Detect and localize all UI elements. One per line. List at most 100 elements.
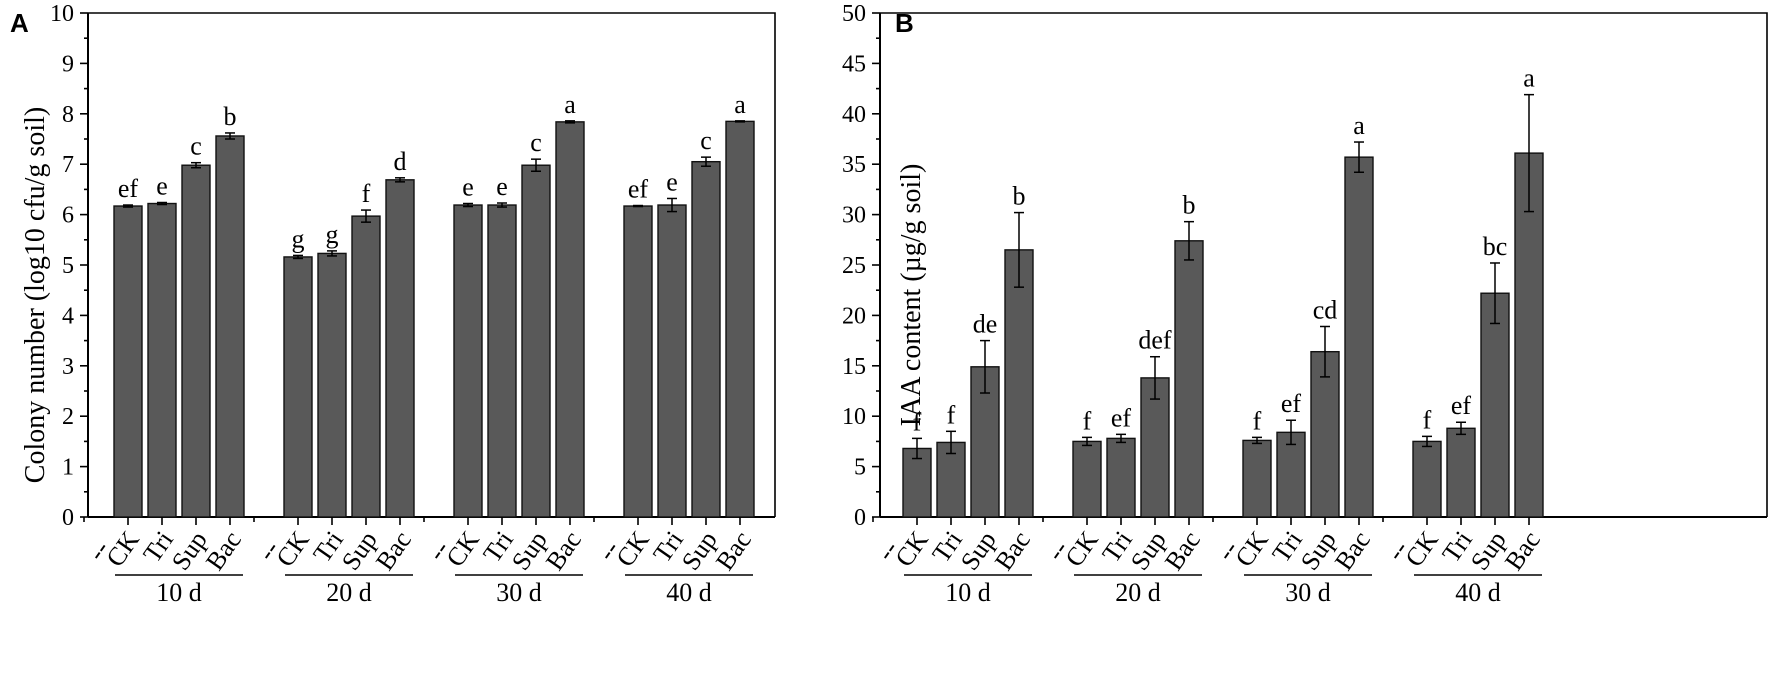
significance-letter: ef [1111, 403, 1132, 432]
bar [1412, 440, 1442, 518]
bar [1174, 240, 1204, 518]
group-label: 20 d [326, 578, 372, 607]
significance-letter: a [564, 90, 576, 119]
y-tick-label: 0 [854, 505, 866, 531]
bar [1242, 439, 1272, 518]
significance-letter: de [973, 310, 998, 339]
significance-letter: a [734, 90, 746, 119]
bar [691, 160, 721, 518]
y-tick-label: 5 [854, 455, 866, 481]
y-tick-label: 8 [62, 102, 74, 128]
bar [1480, 292, 1510, 518]
significance-letter: b [224, 102, 237, 131]
significance-letter: f [947, 400, 956, 429]
significance-letter: bc [1483, 232, 1508, 261]
significance-letter: def [1138, 326, 1172, 355]
significance-letter: c [530, 128, 542, 157]
category-label: Bac [370, 526, 417, 576]
y-tick-label: 25 [842, 253, 866, 279]
panel-b-letter: B [895, 8, 914, 38]
group-label: 10 d [156, 578, 202, 607]
bar [725, 120, 755, 518]
panel-b: B IAA content (µg/g soil) 0 5 10 15 20 25 30 35… [842, 1, 1768, 607]
y-tick-label: 7 [62, 152, 74, 178]
bar [521, 164, 551, 518]
significance-letter: ef [628, 175, 649, 204]
significance-letter: e [156, 172, 168, 201]
significance-letter: c [190, 132, 202, 161]
significance-letter: ef [1281, 389, 1302, 418]
y-tick-label: 3 [62, 354, 74, 380]
significance-letter: a [1523, 64, 1535, 93]
significance-letter: f [1083, 406, 1092, 435]
category-label: Bac [989, 526, 1036, 576]
panel-1-frame [880, 12, 1768, 517]
significance-letter: f [913, 407, 922, 436]
category-label: Bac [1329, 526, 1376, 576]
bar [657, 204, 687, 518]
group-label: 30 d [496, 578, 542, 607]
bar [453, 204, 483, 518]
significance-letter: e [462, 173, 474, 202]
significance-letter: b [1183, 191, 1196, 220]
significance-letter: a [1353, 111, 1365, 140]
y-tick-label: 20 [842, 303, 866, 329]
significance-letter: e [666, 167, 678, 196]
y-tick-label: 9 [62, 51, 74, 77]
significance-letter: cd [1313, 295, 1338, 324]
y-tick-label: 30 [842, 203, 866, 229]
panel-b-y-axis-title: IAA content (µg/g soil) [896, 164, 927, 427]
group-label: 20 d [1115, 578, 1161, 607]
panel-a: A Colony number (log10 cfu/g soil) 0 1 2 3 4… [10, 1, 776, 607]
y-tick-label: 50 [842, 1, 866, 27]
bar [351, 215, 381, 518]
y-tick-label: 5 [62, 253, 74, 279]
panel-a-letter: A [10, 8, 29, 38]
bar [215, 135, 245, 518]
y-tick-label: 4 [62, 303, 74, 329]
y-tick-label: 15 [842, 354, 866, 380]
significance-letter: ef [118, 174, 139, 203]
y-tick-label: 6 [62, 203, 74, 229]
group-label: 40 d [666, 578, 712, 607]
significance-letter: b [1013, 182, 1026, 211]
significance-letter: f [362, 179, 371, 208]
significance-letter: d [394, 147, 407, 176]
y-tick-label: 10 [50, 1, 74, 27]
category-label: Bac [1159, 526, 1206, 576]
bar [1344, 156, 1374, 518]
bar [1446, 427, 1476, 518]
y-tick-label: 2 [62, 404, 74, 430]
category-label: Bac [540, 526, 587, 576]
y-tick-label: 35 [842, 152, 866, 178]
bar [147, 202, 177, 518]
bar [1106, 437, 1136, 518]
category-label: Bac [1499, 526, 1546, 576]
bar [113, 205, 143, 518]
group-label: 10 d [945, 578, 991, 607]
bar [623, 205, 653, 518]
bar [1514, 152, 1544, 518]
panel-0-frame [88, 12, 776, 517]
panel-a-y-axis-title: Colony number (log10 cfu/g soil) [20, 107, 51, 483]
y-tick-label: 0 [62, 505, 74, 531]
category-label: Bac [200, 526, 247, 576]
bar [181, 164, 211, 518]
group-label: 40 d [1455, 578, 1501, 607]
bar [317, 252, 347, 518]
significance-letter: g [326, 220, 339, 249]
bar [936, 441, 966, 518]
y-tick-label: 40 [842, 102, 866, 128]
group-label: 30 d [1285, 578, 1331, 607]
y-tick-label: 1 [62, 455, 74, 481]
significance-letter: e [496, 172, 508, 201]
y-tick-label: 10 [842, 404, 866, 430]
bar [1072, 440, 1102, 518]
significance-letter: c [700, 126, 712, 155]
bar [487, 204, 517, 518]
significance-letter: ef [1451, 391, 1472, 420]
bar [555, 121, 585, 518]
significance-letter: f [1253, 406, 1262, 435]
category-label: Bac [710, 526, 757, 576]
